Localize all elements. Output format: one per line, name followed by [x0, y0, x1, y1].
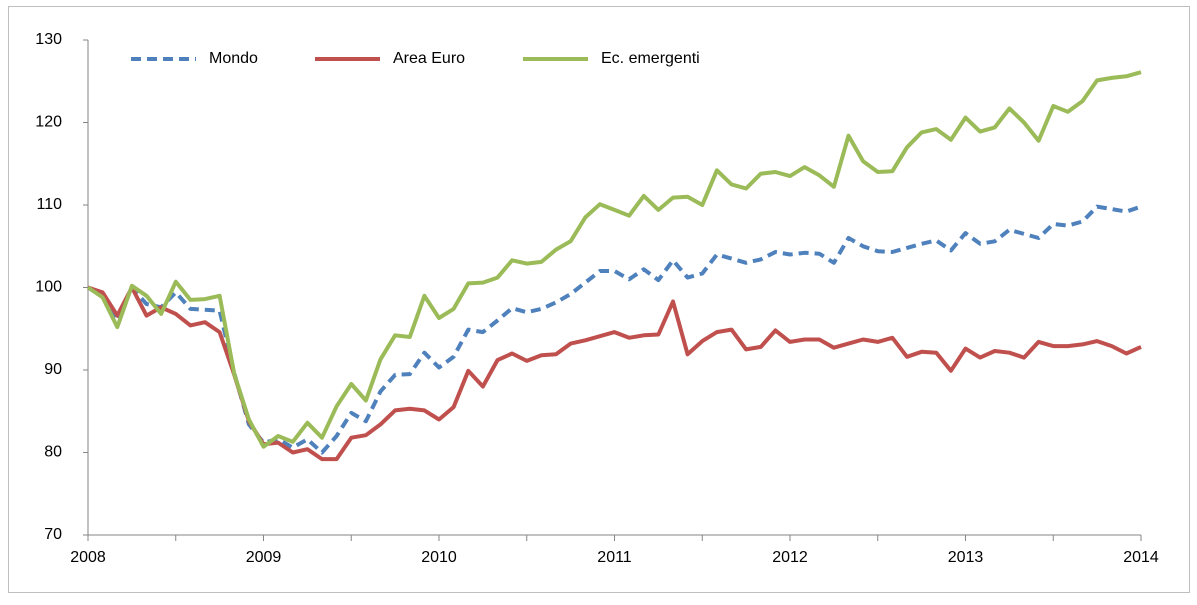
- x-tick-label: 2008: [70, 549, 106, 566]
- series-line: [87, 204, 1142, 455]
- legend-label: Mondo: [209, 50, 258, 67]
- x-tick-label: 2009: [246, 549, 282, 566]
- x-tick-label: 2014: [1123, 549, 1159, 566]
- y-tick-label: 120: [35, 114, 62, 131]
- y-tick-label: 80: [44, 444, 62, 461]
- x-tick-label: 2011: [597, 549, 632, 566]
- legend-label: Area Euro: [393, 50, 465, 67]
- y-tick-label: 130: [35, 31, 62, 48]
- legend-label: Ec. emergenti: [601, 50, 700, 67]
- y-tick-label: 110: [36, 196, 62, 213]
- y-tick-label: 70: [44, 526, 62, 543]
- x-tick-label: 2010: [421, 549, 457, 566]
- y-tick-label: 90: [44, 361, 62, 378]
- series-line: [86, 70, 1142, 449]
- chart-border: [8, 6, 1190, 593]
- x-tick-label: 2012: [772, 549, 808, 566]
- x-tick-label: 2013: [948, 549, 984, 566]
- y-tick-label: 100: [35, 279, 62, 296]
